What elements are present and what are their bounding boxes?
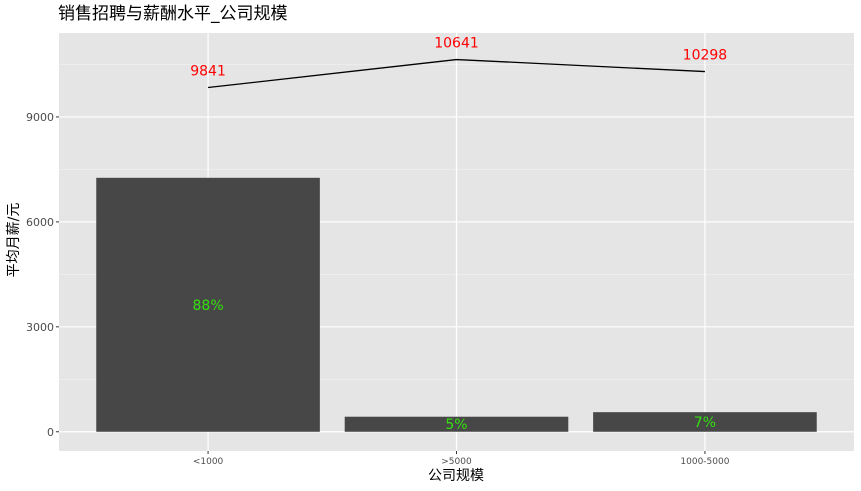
y-axis: 0 3000 6000 9000: [26, 111, 59, 439]
y-tick-label: 0: [47, 426, 54, 439]
y-tick-label: 9000: [26, 111, 54, 124]
bar-percent-label: 88%: [193, 298, 224, 314]
x-axis-title: 公司规模: [428, 468, 484, 484]
chart-title: 销售招聘与薪酬水平_公司规模: [58, 4, 288, 24]
x-tick-label: <1000: [193, 457, 224, 467]
line-value-label: 10298: [683, 48, 728, 64]
x-axis: <1000 >5000 1000-5000: [193, 451, 730, 467]
y-tick-label: 6000: [26, 216, 54, 229]
bar-percent-label: 5%: [445, 417, 467, 433]
line-value-label: 10641: [434, 36, 479, 52]
y-tick-label: 3000: [26, 321, 54, 334]
bar-percent-label: 7%: [694, 415, 716, 431]
x-tick-label: >5000: [441, 457, 472, 467]
line-value-label: 9841: [190, 64, 226, 80]
x-tick-label: 1000-5000: [680, 457, 729, 467]
y-axis-title: 平均月薪/元: [6, 203, 22, 278]
